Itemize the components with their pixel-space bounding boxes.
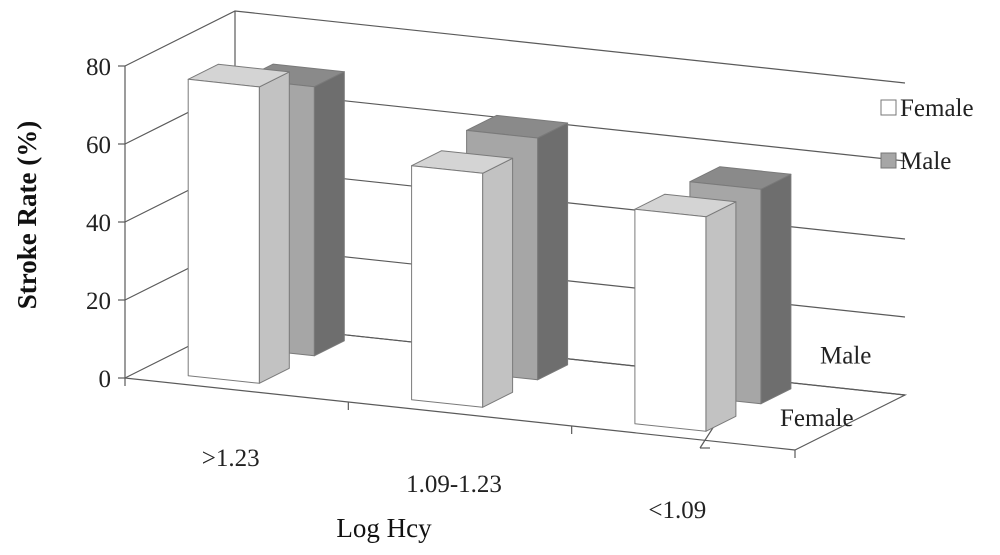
depth-label: Male <box>820 342 871 369</box>
bar-front <box>634 208 707 432</box>
bar-side <box>705 201 737 432</box>
y-tick-label: 40 <box>86 210 111 237</box>
x-tick-label: <1.09 <box>648 497 706 524</box>
bar-side <box>760 173 792 405</box>
depth-label: Female <box>780 405 854 432</box>
y-axis-title: Stroke Rate (%) <box>12 121 42 309</box>
gridline <box>124 10 906 84</box>
legend-label-male: Male <box>900 148 951 175</box>
bar-female-2 <box>634 193 737 432</box>
y-tick-label: 80 <box>86 54 111 81</box>
bar-front <box>411 165 484 408</box>
bars <box>187 63 792 432</box>
legend-swatch-female <box>880 99 897 116</box>
bar-female-0 <box>187 63 290 384</box>
y-tick-label: 0 <box>99 366 112 393</box>
y-tick-label: 60 <box>86 132 111 159</box>
bar-side <box>537 122 569 381</box>
y-tick-label: 20 <box>86 288 111 315</box>
bar-side <box>482 157 514 408</box>
x-tick-label: >1.23 <box>202 445 260 472</box>
x-axis-title: Log Hcy <box>336 513 432 543</box>
legend-swatch-male <box>880 152 897 169</box>
x-tick-label: 1.09-1.23 <box>406 471 502 498</box>
tick-labels: 0 20 40 60 80 Female Male >1.23 1.09-1.23 <1.09 <box>86 54 871 524</box>
bar-female-1 <box>411 150 514 408</box>
x-axis-line <box>124 377 796 451</box>
legend: Female Male <box>880 95 974 175</box>
bar-side <box>313 71 345 357</box>
bar-side <box>258 71 290 384</box>
legend-label-female: Female <box>900 95 974 122</box>
bar-front <box>187 78 260 384</box>
